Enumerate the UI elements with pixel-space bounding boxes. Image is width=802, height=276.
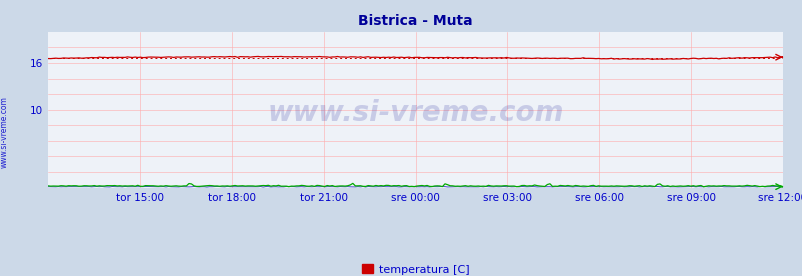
- Text: www.si-vreme.com: www.si-vreme.com: [0, 97, 9, 168]
- Legend: temperatura [C], pretok [m3/s]: temperatura [C], pretok [m3/s]: [362, 264, 468, 276]
- Title: Bistrica - Muta: Bistrica - Muta: [358, 14, 472, 28]
- Text: www.si-vreme.com: www.si-vreme.com: [267, 99, 563, 127]
